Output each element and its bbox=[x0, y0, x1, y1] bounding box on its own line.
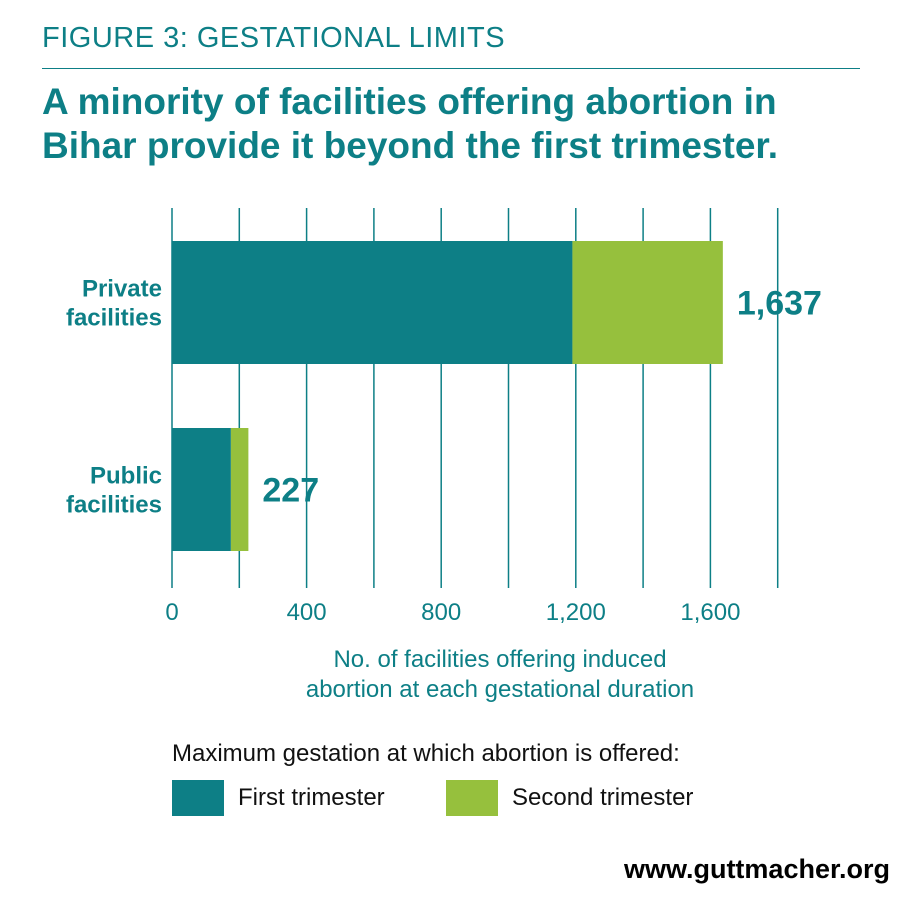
x-axis-title-line-2: abortion at each gestational duration bbox=[305, 676, 695, 703]
bar-public-second-trimester bbox=[230, 428, 249, 551]
category-label: Public bbox=[90, 463, 162, 490]
legend-label-first-trimester: First trimester bbox=[238, 784, 385, 811]
x-axis-title-line-1: No. of facilities offering induced bbox=[333, 646, 667, 673]
x-tick-label: 800 bbox=[421, 599, 461, 626]
category-label: facilities bbox=[66, 305, 162, 332]
bar-total-label: 1,637 bbox=[737, 285, 822, 323]
legend-swatch-second-trimester bbox=[446, 780, 498, 816]
title-rule bbox=[42, 68, 860, 69]
bar-private-second-trimester bbox=[572, 241, 723, 364]
x-tick-label: 1,600 bbox=[680, 599, 740, 626]
x-tick-label: 400 bbox=[287, 599, 327, 626]
x-tick-label: 0 bbox=[165, 599, 178, 626]
legend-title: Maximum gestation at which abortion is o… bbox=[172, 740, 680, 767]
chart-title: A minority of facilities offering aborti… bbox=[42, 81, 779, 166]
bar-total-label: 227 bbox=[262, 472, 319, 510]
bar-public-first-trimester bbox=[172, 428, 231, 551]
bar-chart: 1,637Privatefacilities227Publicfacilitie… bbox=[66, 208, 822, 626]
legend-swatch-first-trimester bbox=[172, 780, 224, 816]
legend-item-first-trimester: First trimester bbox=[172, 780, 385, 816]
footer-url: www.guttmacher.org bbox=[623, 854, 890, 884]
category-label: facilities bbox=[66, 492, 162, 519]
bar-private-first-trimester bbox=[172, 241, 573, 364]
legend-label-second-trimester: Second trimester bbox=[512, 784, 694, 811]
legend-item-second-trimester: Second trimester bbox=[446, 780, 693, 816]
x-axis-title: No. of facilities offering induced abort… bbox=[240, 645, 760, 705]
figure-label: FIGURE 3: GESTATIONAL LIMITS bbox=[42, 22, 506, 54]
x-tick-label: 1,200 bbox=[546, 599, 606, 626]
category-label: Private bbox=[82, 276, 162, 303]
